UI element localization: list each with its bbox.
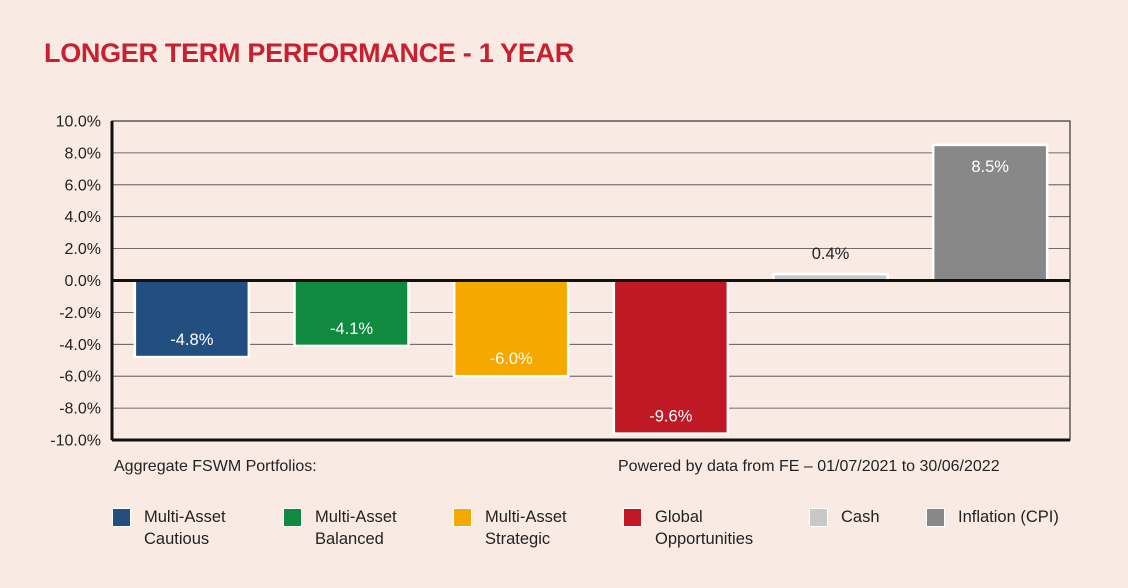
y-tick-label: -10.0% bbox=[50, 433, 101, 450]
bar-6 bbox=[931, 143, 1049, 282]
y-tick-label: -8.0% bbox=[59, 401, 101, 418]
bar-value-label: -6.0% bbox=[490, 350, 533, 368]
y-tick-label: -2.0% bbox=[59, 305, 101, 322]
bar-value-label: -4.8% bbox=[170, 331, 213, 349]
legend-swatch bbox=[623, 508, 642, 527]
legend-swatch bbox=[283, 508, 302, 527]
legend-label: Global Opportunities bbox=[655, 508, 754, 548]
y-tick-label: 6.0% bbox=[65, 177, 101, 194]
y-tick-label: -6.0% bbox=[59, 369, 101, 386]
legend-item: Multi-Asset Balanced bbox=[283, 506, 397, 550]
legend-swatch bbox=[926, 508, 945, 527]
legend-swatch bbox=[809, 508, 828, 527]
legend-label: Multi-Asset Cautious bbox=[144, 508, 226, 548]
bar-4 bbox=[612, 279, 730, 435]
bar-2 bbox=[293, 279, 410, 348]
bar-1 bbox=[133, 279, 251, 359]
chart-title: LONGER TERM PERFORMANCE - 1 YEAR bbox=[44, 38, 574, 68]
y-tick-label: 4.0% bbox=[65, 209, 101, 226]
legend-item: Cash bbox=[809, 506, 880, 528]
legend-swatch bbox=[112, 508, 131, 527]
legend-label: Multi-Asset Strategic bbox=[485, 508, 567, 548]
bar-value-label: 8.5% bbox=[971, 158, 1009, 176]
bar-value-label: -4.1% bbox=[330, 320, 373, 338]
bar-value-label: -9.6% bbox=[649, 408, 692, 426]
y-tick-label: 2.0% bbox=[65, 241, 101, 258]
y-tick-label: 8.0% bbox=[65, 145, 101, 162]
legend-label: Multi-Asset Balanced bbox=[315, 508, 397, 548]
legend-item: Inflation (CPI) bbox=[926, 506, 1059, 528]
legend-item: Multi-Asset Cautious bbox=[112, 506, 226, 550]
legend-label: Inflation (CPI) bbox=[958, 508, 1059, 526]
legend-item: Multi-Asset Strategic bbox=[453, 506, 567, 550]
data-source-note: Powered by data from FE – 01/07/2021 to … bbox=[618, 458, 1000, 475]
y-tick-label: 10.0% bbox=[56, 114, 101, 131]
bar-value-label: 0.4% bbox=[812, 245, 850, 263]
legend-item: Global Opportunities bbox=[623, 506, 753, 550]
portfolio-note: Aggregate FSWM Portfolios: bbox=[114, 458, 317, 475]
y-tick-label: 0.0% bbox=[65, 273, 101, 290]
legend-label: Cash bbox=[841, 508, 880, 526]
legend-swatch bbox=[453, 508, 472, 527]
y-tick-label: -4.0% bbox=[59, 337, 101, 354]
